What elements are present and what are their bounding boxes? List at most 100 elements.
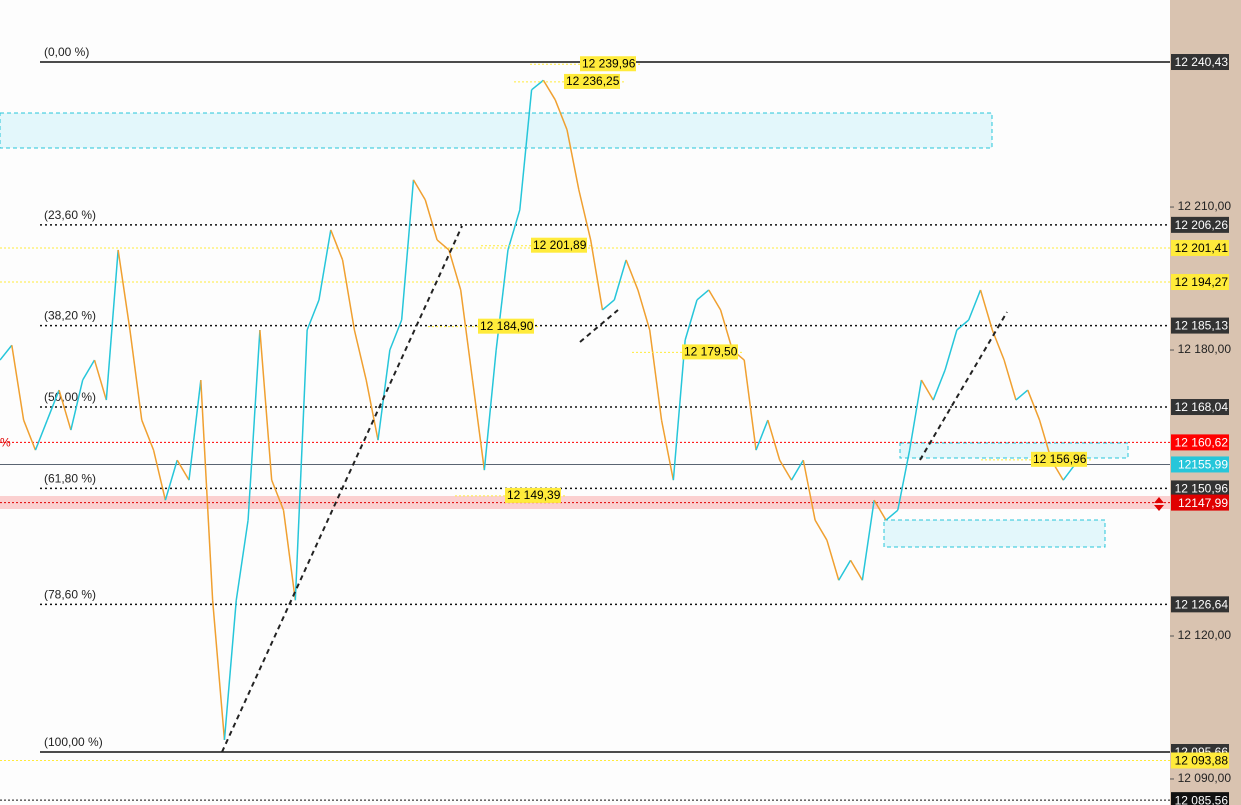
price-segment	[330, 229, 344, 261]
price-label: 12 201,41	[1175, 241, 1229, 255]
price-segment	[696, 289, 710, 301]
price-segment	[235, 520, 249, 601]
price-segment	[743, 359, 757, 451]
price-label-box	[1171, 274, 1229, 291]
price-label: 12 185,13	[1175, 319, 1229, 333]
price-label-box	[1171, 456, 1229, 473]
price-segment	[306, 299, 320, 331]
price-segment	[660, 419, 675, 481]
price-segment	[436, 239, 450, 251]
price-segment	[211, 600, 226, 740]
price-segment	[129, 329, 143, 421]
price-segment	[708, 289, 722, 311]
price-label: 12 160,62	[1175, 436, 1229, 450]
price-segment	[341, 259, 356, 331]
price-segment	[920, 379, 934, 401]
price-label-box	[1171, 752, 1229, 769]
y-tick-label: 12 090,00	[1178, 771, 1232, 785]
price-segment	[1003, 359, 1017, 401]
price-label-box	[1171, 480, 1229, 497]
price-segment	[223, 600, 238, 740]
price-segment	[908, 379, 923, 451]
price-segment	[719, 309, 734, 351]
price-segment	[247, 329, 261, 521]
price-segment	[58, 389, 72, 431]
price-label: 12 194,27	[1175, 275, 1229, 289]
zone	[0, 112, 993, 149]
price-segment	[34, 419, 48, 451]
price-segment	[141, 419, 155, 451]
price-segment	[70, 379, 84, 431]
price-segment	[483, 349, 497, 471]
trend-line	[919, 311, 1008, 461]
price-segment	[93, 359, 108, 401]
price-segment	[554, 99, 568, 131]
price-segment	[589, 239, 604, 311]
price-segment	[861, 500, 875, 581]
price-label: 12 168,04	[1175, 400, 1229, 414]
price-segment	[400, 179, 415, 321]
price-segment	[566, 129, 580, 191]
price-segment	[459, 289, 474, 381]
annotation-box	[580, 56, 636, 72]
annotation-box	[531, 237, 587, 253]
price-label-box	[1171, 596, 1229, 613]
price-segment	[826, 539, 840, 581]
price-label-box	[1171, 399, 1229, 416]
price-segment	[956, 319, 970, 331]
price-segment	[531, 79, 544, 91]
fib-label: (100,00 %)	[44, 735, 103, 749]
price-segment	[188, 379, 202, 481]
y-tick-label: 12 180,00	[1178, 342, 1232, 356]
price-segment	[755, 419, 769, 451]
price-segment	[684, 299, 698, 341]
annotation-box	[682, 344, 738, 360]
price-segment	[790, 459, 804, 481]
price-segment	[105, 249, 119, 401]
price-segment	[259, 329, 273, 481]
price-label: 12147,99	[1178, 496, 1228, 510]
price-segment	[625, 259, 639, 291]
price-segment	[200, 380, 214, 601]
price-segment	[282, 510, 297, 601]
price-segment	[22, 419, 37, 451]
price-segment	[814, 519, 828, 541]
price-segment	[0, 344, 13, 361]
annotation-label: 12 201,89	[533, 238, 587, 252]
price-segment	[648, 329, 663, 421]
price-label: 12 240,43	[1175, 55, 1229, 69]
annotation-label: 12 239,96	[582, 56, 636, 70]
price-label: 12 206,26	[1175, 218, 1229, 232]
fib-label: (78,60 %)	[44, 588, 96, 602]
price-label: 12155,99	[1178, 458, 1228, 472]
annotation-label: 12 179,50	[684, 345, 738, 359]
price-segment	[412, 179, 426, 201]
price-segment	[424, 199, 438, 241]
price-segment	[849, 559, 864, 581]
price-segment	[353, 329, 367, 381]
price-segment	[519, 89, 533, 210]
zone	[883, 519, 1106, 548]
price-segment	[82, 359, 96, 381]
price-segment	[389, 319, 403, 351]
alert-icon	[1154, 497, 1164, 511]
price-segment	[46, 389, 60, 421]
price-segment	[779, 459, 793, 481]
price-segment	[164, 459, 178, 501]
price-segment	[117, 249, 131, 331]
price-label: 12 093,88	[1175, 754, 1229, 768]
price-label-box	[1171, 239, 1229, 256]
price-segment	[448, 249, 462, 291]
price-label-box	[1171, 434, 1229, 451]
price-segment	[507, 209, 521, 251]
price-segment	[1027, 389, 1041, 421]
y-tick-label: 12 210,00	[1178, 199, 1232, 213]
price-segment	[601, 299, 615, 311]
price-segment	[932, 369, 946, 401]
price-segment	[365, 379, 379, 441]
fib-label: (50,00 %)	[44, 390, 96, 404]
price-segment	[767, 419, 781, 461]
price-segment	[838, 559, 852, 581]
y-tick-label: 12 120,00	[1178, 628, 1232, 642]
layer: (0,00 %) (23,60 %) (38,20 %) (50,00 %) (61,8…	[0, 45, 1170, 801]
